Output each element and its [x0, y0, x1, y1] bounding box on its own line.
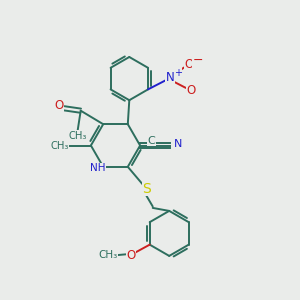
Text: O: O — [126, 249, 135, 262]
Text: −: − — [193, 54, 203, 68]
Text: C: C — [148, 136, 155, 146]
Text: S: S — [142, 182, 151, 196]
Text: NH: NH — [90, 163, 106, 173]
Text: O: O — [54, 99, 63, 112]
Text: +: + — [174, 68, 182, 78]
Text: N: N — [174, 139, 183, 149]
Text: O: O — [187, 84, 196, 97]
Text: N: N — [166, 71, 174, 84]
Text: O: O — [185, 58, 194, 71]
Text: CH₃: CH₃ — [98, 250, 117, 260]
Text: CH₃: CH₃ — [68, 130, 87, 141]
Text: CH₃: CH₃ — [50, 141, 69, 151]
